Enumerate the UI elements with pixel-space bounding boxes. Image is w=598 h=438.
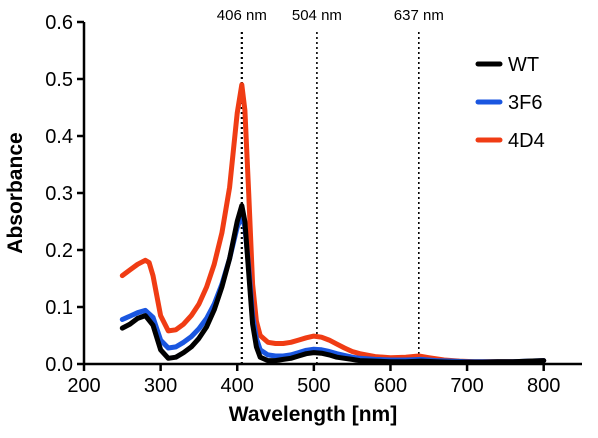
x-tick-label: 300	[144, 375, 177, 397]
series-line-wt	[119, 203, 547, 365]
annotation-layer: 406 nm 504 nm 637 nm	[217, 7, 444, 364]
x-tick-label: 700	[450, 375, 483, 397]
y-tick-label: 0.0	[45, 354, 73, 376]
reference-line-label: 637 nm	[394, 7, 444, 24]
x-tick-label: 500	[297, 375, 330, 397]
legend-label: 3F6	[508, 92, 542, 114]
x-tick-label: 200	[67, 375, 100, 397]
series-line-4d4	[119, 82, 547, 365]
y-tick-label: 0.3	[45, 183, 73, 205]
y-tick-label: 0.5	[45, 69, 73, 91]
ticks-layer: 200 300 400 500 600 700 800 0.0 0.1 0.2 0.3 0.4 0.5 0…	[45, 12, 560, 397]
x-tick-label: 400	[221, 375, 254, 397]
legend-label: 4D4	[508, 130, 545, 152]
legend: WT 3F6 4D4	[475, 54, 545, 152]
y-tick-label: 0.2	[45, 240, 73, 262]
legend-label: WT	[508, 54, 539, 76]
y-tick-label: 0.4	[45, 126, 73, 148]
x-axis-title: Wavelength [nm]	[229, 403, 397, 426]
x-tick-label: 800	[527, 375, 560, 397]
series-layer	[119, 82, 547, 365]
y-tick-label: 0.1	[45, 297, 73, 319]
reference-line-label: 406 nm	[217, 7, 267, 24]
x-tick-label: 600	[374, 375, 407, 397]
y-tick-label: 0.6	[45, 12, 73, 34]
y-axis-title: Absorbance	[4, 132, 27, 253]
reference-line-label: 504 nm	[292, 7, 342, 24]
